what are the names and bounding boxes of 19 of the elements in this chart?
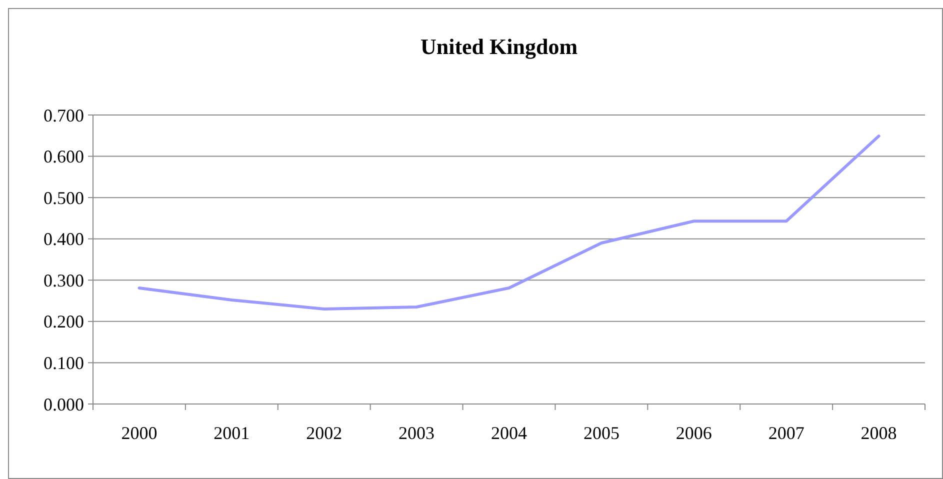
y-tick-label: 0.400 xyxy=(44,229,84,250)
line-series xyxy=(138,134,880,311)
chart-title: United Kingdom xyxy=(420,34,578,59)
y-tick-label: 0.300 xyxy=(44,270,84,290)
x-tick-label: 2002 xyxy=(306,423,342,443)
y-tick-label: 0.000 xyxy=(44,394,84,414)
y-tick-label: 0.100 xyxy=(44,353,84,374)
x-tick-label: 2001 xyxy=(214,423,250,443)
y-tick-label: 0.200 xyxy=(44,312,84,332)
x-tick-label: 2000 xyxy=(121,423,158,443)
x-tick-label: 2008 xyxy=(860,423,897,443)
x-tick-label: 2006 xyxy=(676,423,712,443)
y-tick-label: 0.500 xyxy=(44,188,84,208)
x-tick-label: 2007 xyxy=(768,423,804,443)
x-tick-label: 2003 xyxy=(398,423,435,443)
x-tick-label: 2004 xyxy=(491,423,527,443)
y-tick-label: 0.700 xyxy=(44,105,84,126)
x-tick-label: 2005 xyxy=(583,423,620,443)
y-tick-label: 0.600 xyxy=(44,146,84,167)
